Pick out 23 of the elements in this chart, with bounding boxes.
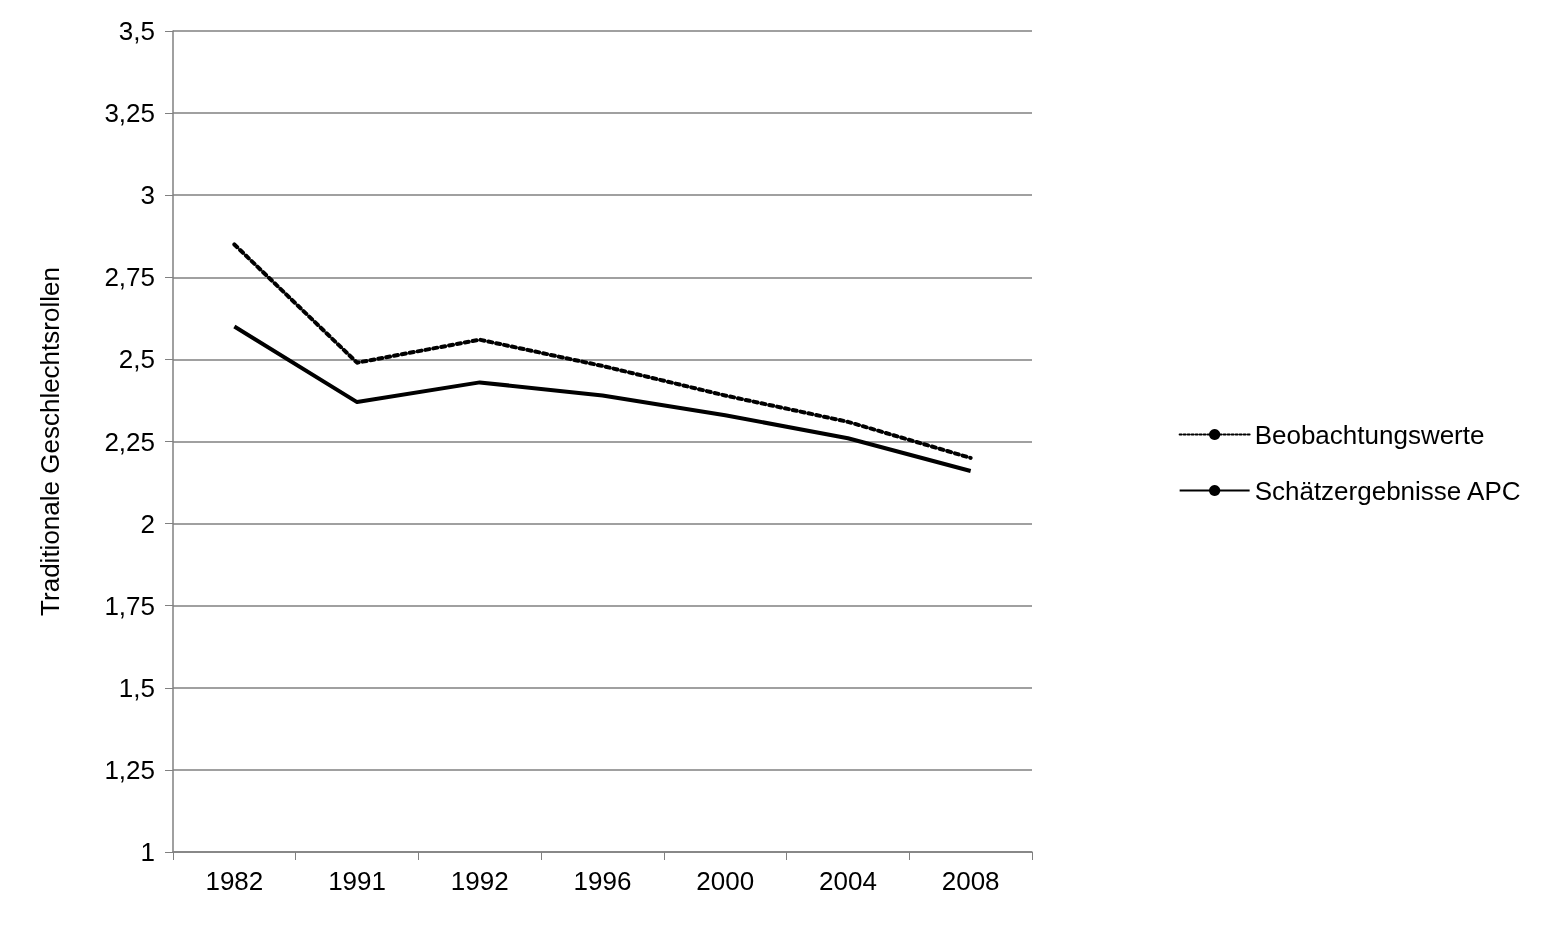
y-tick-label: 2,75 xyxy=(104,262,155,293)
line-series xyxy=(232,324,973,474)
y-tick-label: 1,75 xyxy=(104,590,155,621)
x-tick-label: 1982 xyxy=(205,866,264,896)
x-tick-label: 2000 xyxy=(696,866,755,896)
x-tick-label: 2004 xyxy=(819,866,877,896)
x-tick-label: 1996 xyxy=(573,866,632,896)
y-tick-label: 3 xyxy=(140,180,155,211)
y-tick-label: 2,25 xyxy=(104,426,155,457)
y-tick-label: 1 xyxy=(140,837,155,867)
x-tick-label: 2008 xyxy=(941,866,1000,896)
line-series xyxy=(232,242,973,460)
y-tick-label: 3,5 xyxy=(118,16,155,46)
y-tick-label: 3,25 xyxy=(104,98,155,129)
y-axis-title: Traditionale Geschlechtsrollen xyxy=(35,267,65,616)
y-tick-label: 2,5 xyxy=(118,344,155,375)
x-tick-label: 1992 xyxy=(450,866,509,896)
legend-label: Beobachtungswerte xyxy=(1254,419,1485,450)
x-tick-label: 1991 xyxy=(328,866,386,896)
y-tick-label: 1,5 xyxy=(118,672,155,703)
legend-label: Schätzergebnisse APC xyxy=(1254,475,1521,506)
y-tick-label: 2 xyxy=(140,508,155,539)
y-tick-label: 1,25 xyxy=(104,754,155,785)
